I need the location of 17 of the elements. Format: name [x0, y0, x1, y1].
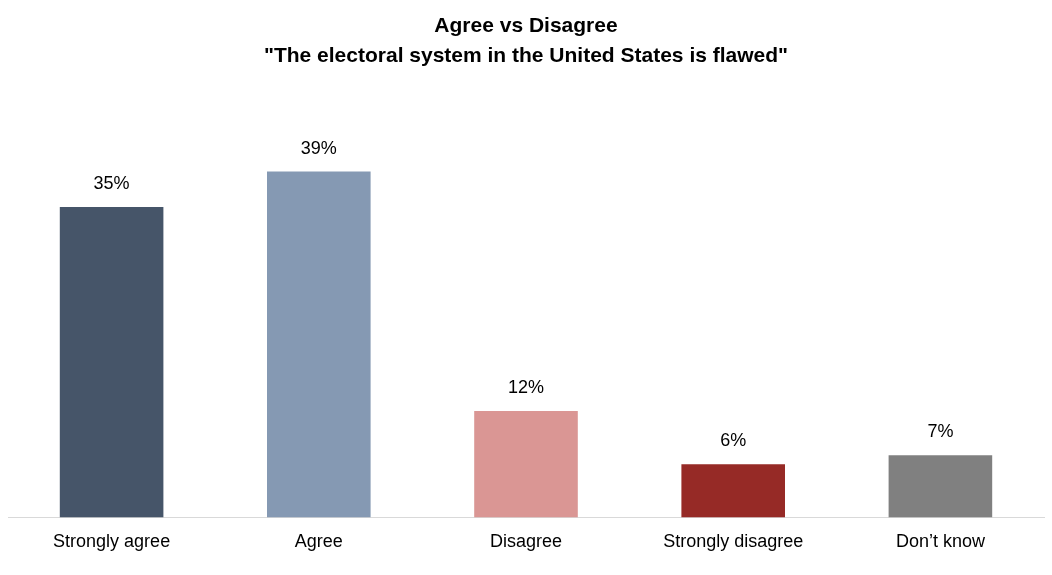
bar [474, 411, 578, 518]
data-label: 12% [507, 376, 545, 397]
x-tick-label: Agree [294, 531, 343, 552]
bar [888, 455, 993, 518]
data-label: 6% [720, 430, 747, 451]
x-tick-label: Strongly agree [53, 531, 171, 552]
data-label: 35% [93, 173, 130, 194]
bar [681, 464, 785, 518]
data-label: 7% [927, 421, 954, 442]
x-tick-label: Don’t know [895, 531, 986, 552]
x-tick-label: Strongly disagree [663, 531, 804, 552]
chart-title: Agree vs Disagree [434, 13, 618, 37]
bar [59, 207, 164, 518]
data-label: 39% [300, 137, 337, 158]
x-tick-label: Disagree [489, 531, 563, 552]
bar [267, 171, 371, 518]
chart-subtitle: "The electoral system in the United States is flawed" [263, 42, 789, 66]
